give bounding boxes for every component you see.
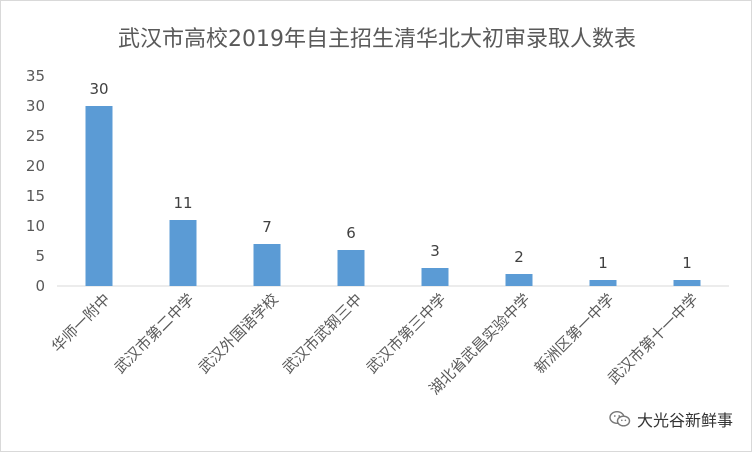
category-label: 新洲区第一中学 — [531, 290, 618, 377]
bar — [253, 244, 281, 286]
category-label: 武汉市武钢三中 — [279, 290, 366, 377]
chart-title: 武汉市高校2019年自主招生清华北大初审录取人数表 — [118, 27, 636, 52]
data-label: 2 — [514, 248, 524, 266]
data-label: 1 — [682, 254, 692, 272]
bar — [337, 250, 365, 286]
data-label: 7 — [262, 218, 272, 236]
data-label: 30 — [89, 80, 108, 98]
data-label: 11 — [173, 194, 192, 212]
wechat-icon — [609, 410, 631, 427]
y-tick-label: 30 — [26, 97, 45, 115]
y-tick-label: 0 — [35, 277, 45, 295]
y-tick-label: 10 — [26, 217, 45, 235]
y-tick-label: 25 — [26, 127, 45, 145]
category-label: 武汉外国语学校 — [195, 290, 282, 377]
watermark-text: 大光谷新鲜事 — [636, 411, 733, 430]
category-label: 武汉市第十一中学 — [604, 290, 702, 388]
data-label: 6 — [346, 224, 356, 242]
data-label: 1 — [598, 254, 608, 272]
watermark: 大光谷新鲜事 — [609, 407, 733, 431]
category-label: 武汉市第二中学 — [111, 290, 198, 377]
bar — [589, 280, 617, 286]
y-tick-label: 35 — [26, 67, 45, 85]
y-tick-label: 20 — [26, 157, 45, 175]
bar — [673, 280, 701, 286]
category-label: 华师一附中 — [48, 290, 114, 356]
y-tick-label: 5 — [35, 247, 45, 265]
bar — [169, 220, 197, 286]
bar — [505, 274, 533, 286]
category-label: 武汉市第三中学 — [363, 290, 450, 377]
bar — [85, 106, 113, 286]
data-label: 3 — [430, 242, 440, 260]
bar — [421, 268, 449, 286]
y-tick-label: 15 — [26, 187, 45, 205]
